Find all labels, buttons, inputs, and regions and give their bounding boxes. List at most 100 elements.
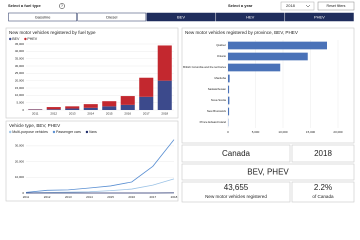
kpi-box — [181, 181, 291, 203]
bar-segment — [46, 107, 61, 110]
x-tick-label: 2018 — [161, 111, 168, 115]
fuel-label: Select a fuel type — [8, 3, 41, 8]
total-label: New motor vehicles registered — [205, 194, 267, 199]
fuel-button-label[interactable]: Diesel — [106, 14, 117, 19]
kpi-box — [181, 144, 291, 163]
help-icon-ring[interactable] — [59, 3, 65, 9]
y-tick-label: British Columbia and the territories — [183, 65, 227, 69]
x-tick-label: 2013 — [69, 111, 76, 115]
series-line — [25, 139, 175, 193]
y-tick-label: 25,000 — [15, 71, 25, 75]
year: 2018 — [314, 149, 332, 158]
x-tick-label: 2015 — [107, 195, 114, 199]
share-value: 2.2% — [314, 183, 332, 192]
y-tick-label: Ontario — [217, 54, 227, 58]
y-tick-label: 20,000 — [15, 159, 25, 163]
x-tick-label: 2017 — [143, 111, 150, 115]
x-tick-label: 10,000 — [278, 130, 288, 134]
total-value: 43,655 — [224, 183, 249, 192]
bar — [228, 74, 230, 83]
year-label: Select a year — [228, 3, 253, 8]
fuel-button[interactable] — [215, 12, 285, 22]
reset-label[interactable]: Reset filters — [327, 4, 346, 8]
kpi-box — [291, 181, 355, 203]
bar-segment — [102, 101, 117, 107]
year-value[interactable]: 2018 — [286, 3, 296, 8]
chart-title: Vehicle type, BEV, PHEV — [9, 123, 61, 128]
x-tick-label: 15,000 — [306, 130, 316, 134]
y-tick-label: 30,000 — [15, 64, 25, 68]
page: Select a fuel type ? Select a year 2018 … — [5, 1, 355, 203]
bar-segment — [139, 77, 154, 97]
bar-segment — [157, 80, 172, 110]
bar — [228, 41, 327, 50]
region: Canada — [222, 149, 251, 158]
kpi-box — [291, 144, 355, 163]
bar-segment — [83, 104, 98, 108]
y-tick-label: New Brunswick — [207, 109, 227, 113]
reset-button[interactable] — [317, 1, 355, 11]
fuel: BEV, PHEV — [247, 168, 289, 177]
bar — [228, 52, 308, 61]
bar-segment — [65, 108, 80, 110]
x-tick-label: 2014 — [86, 195, 93, 199]
dropdown-arrow — [305, 4, 311, 8]
series-line — [25, 178, 175, 194]
x-tick-label: 20,000 — [333, 130, 343, 134]
fuel-button-label[interactable]: Gasoline — [35, 14, 52, 19]
bar — [228, 85, 230, 94]
legend-label: Multi-purpose vehicles — [12, 130, 48, 134]
legend-swatch — [52, 130, 56, 134]
legend-swatch — [24, 37, 27, 41]
fuel-button[interactable] — [285, 12, 354, 22]
y-tick-label: 5,000 — [16, 100, 24, 104]
x-tick-label: 2011 — [23, 195, 30, 199]
y-tick-label: Prince Edward Island — [200, 120, 227, 124]
fuel-button[interactable] — [8, 12, 77, 22]
y-tick-label: 30,000 — [15, 144, 25, 148]
x-tick-label: 2013 — [65, 195, 72, 199]
y-tick-label: Québec — [216, 43, 226, 47]
legend-swatch — [9, 37, 12, 41]
legend-swatch — [9, 130, 12, 134]
fuel-button[interactable] — [146, 12, 216, 22]
x-tick-label: 2011 — [32, 111, 39, 115]
legend-label: Passenger cars — [56, 130, 81, 134]
y-tick-label: 0 — [22, 191, 24, 195]
legend-label: Vans — [89, 130, 97, 134]
fuel-button[interactable] — [77, 12, 147, 22]
bar-segment — [120, 96, 135, 105]
bar — [228, 63, 281, 72]
y-tick-label: 0 — [22, 108, 24, 112]
legend-label: PHEV — [27, 37, 37, 41]
y-tick-label: Nova Scotia — [211, 98, 227, 102]
y-tick-label: 10,000 — [15, 93, 25, 97]
x-tick-label: 2012 — [50, 111, 57, 115]
bar-segment — [46, 109, 61, 110]
legend-label: BEV — [12, 37, 20, 41]
year-dropdown[interactable] — [280, 1, 315, 11]
x-tick-label: 2012 — [44, 195, 51, 199]
y-tick-label: 15,000 — [15, 86, 25, 90]
kpi-box — [181, 163, 355, 181]
x-tick-label: 2016 — [124, 111, 131, 115]
dashboard: Select a fuel type ? Select a year 2018 … — [5, 1, 355, 203]
chart-title: New motor vehicles registered by provinc… — [185, 30, 299, 35]
legend-swatch — [85, 130, 89, 134]
bar — [228, 107, 230, 116]
chart-title: New motor vehicles registered by fuel ty… — [9, 30, 96, 35]
bar-segment — [139, 96, 154, 110]
y-tick-label: 35,000 — [15, 56, 25, 60]
x-tick-label: 2017 — [150, 195, 157, 199]
bar-segment — [65, 106, 80, 109]
help-icon[interactable]: ? — [61, 4, 63, 8]
bar-segment — [83, 107, 98, 110]
x-tick-label: 2015 — [106, 111, 113, 115]
x-tick-label: 2018 — [171, 195, 178, 199]
x-tick-label: 0 — [227, 130, 229, 134]
fuel-button-label[interactable]: PHEV — [314, 14, 325, 19]
bar-segment — [157, 45, 172, 81]
fuel-button-label[interactable]: HEV — [246, 14, 255, 19]
share-label: of Canada — [312, 194, 334, 199]
fuel-button-label[interactable]: BEV — [177, 14, 185, 19]
